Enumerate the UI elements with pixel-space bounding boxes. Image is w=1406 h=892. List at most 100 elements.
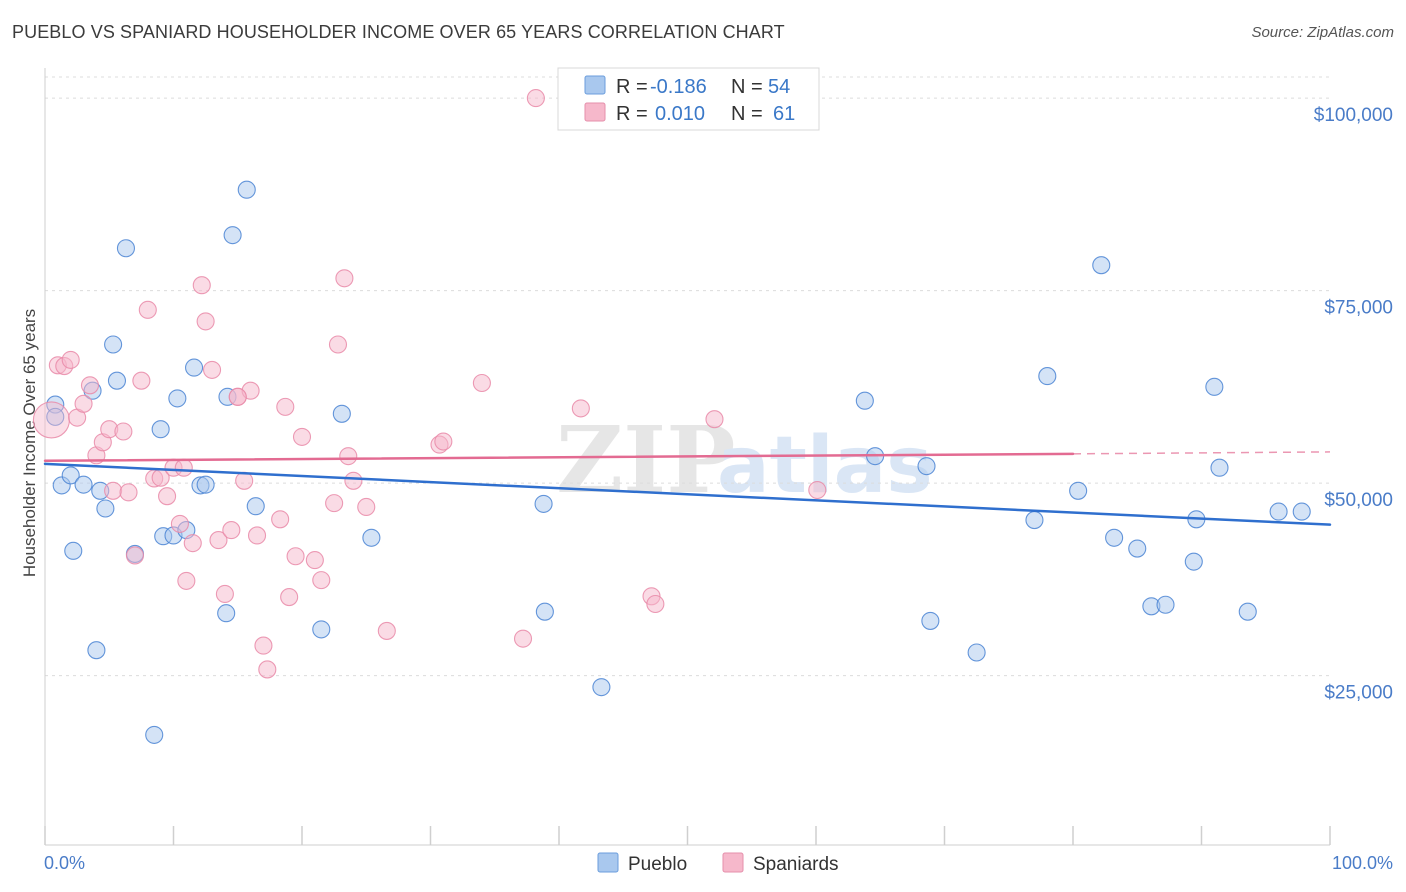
data-point-spaniards	[258, 660, 277, 679]
data-point-spaniards	[276, 397, 295, 416]
data-point-spaniards	[513, 629, 533, 648]
watermark-atlas: atlas	[717, 421, 933, 511]
data-point-pueblo	[1025, 511, 1044, 530]
data-point-pueblo	[185, 358, 204, 377]
data-point-spaniards	[61, 350, 80, 369]
data-point-spaniards	[292, 427, 312, 446]
legend-n-label-1: N =	[731, 76, 763, 98]
x-tick-labels: 0.0% 100.0%	[44, 853, 1393, 873]
series-legend: Pueblo Spaniards	[597, 852, 839, 875]
data-point-spaniards	[132, 371, 151, 390]
data-point-spaniards	[104, 481, 123, 500]
data-point-pueblo	[1210, 458, 1229, 477]
data-point-pueblo	[217, 604, 236, 623]
data-point-spaniards	[177, 571, 196, 590]
legend-r-value-spaniards: 0.010	[655, 103, 705, 125]
axes	[44, 68, 1331, 846]
data-point-spaniards	[328, 335, 348, 354]
series-spaniards-points	[32, 89, 827, 679]
data-point-spaniards	[571, 399, 590, 418]
data-point-spaniards	[174, 458, 193, 477]
data-point-spaniards	[312, 571, 331, 590]
data-point-spaniards	[646, 594, 665, 614]
data-point-pueblo	[64, 541, 83, 560]
data-point-pueblo	[1105, 528, 1124, 547]
y-tick-label: $25,000	[1324, 683, 1393, 704]
data-point-pueblo	[1128, 539, 1147, 558]
y-tick-labels: $25,000 $50,000 $75,000 $100,000	[1314, 105, 1393, 704]
data-point-spaniards	[209, 531, 228, 550]
data-point-pueblo	[917, 457, 936, 476]
data-point-spaniards	[235, 471, 254, 490]
gridlines	[45, 76, 1330, 677]
trend-lines	[43, 451, 1332, 526]
data-point-pueblo	[96, 499, 115, 518]
legend-n-value-spaniards: 61	[773, 103, 795, 125]
data-point-spaniards	[434, 432, 453, 451]
data-point-spaniards	[280, 588, 299, 607]
data-point-spaniards	[271, 510, 290, 529]
series-pueblo-points	[46, 180, 1311, 744]
legend-n-value-pueblo: 54	[768, 76, 790, 98]
trend-line-spaniards	[43, 452, 1075, 463]
source-credit: Source: ZipAtlas.com	[1251, 24, 1394, 41]
data-point-spaniards	[286, 547, 305, 566]
data-point-spaniards	[192, 276, 211, 295]
data-point-spaniards	[114, 422, 133, 441]
data-point-spaniards	[254, 636, 273, 655]
series-legend-swatch-pueblo	[597, 852, 619, 873]
data-point-pueblo	[592, 678, 611, 697]
data-point-pueblo	[104, 335, 123, 354]
data-point-spaniards	[170, 514, 189, 533]
data-point-spaniards	[325, 494, 344, 513]
data-point-pueblo	[535, 602, 554, 621]
data-point-pueblo	[967, 643, 986, 662]
data-point-spaniards	[339, 447, 358, 466]
data-point-spaniards	[247, 526, 267, 545]
data-point-spaniards	[183, 534, 202, 553]
data-point-pueblo	[1184, 552, 1203, 571]
data-point-pueblo	[46, 407, 65, 426]
series-legend-swatch-spaniards	[722, 852, 744, 873]
data-point-pueblo	[1238, 602, 1257, 621]
y-tick-label: $100,000	[1314, 105, 1393, 126]
data-point-spaniards	[196, 312, 215, 331]
data-point-pueblo	[855, 391, 874, 410]
data-point-pueblo	[246, 497, 265, 516]
data-point-spaniards	[80, 376, 100, 395]
x-tick-label-min: 0.0%	[44, 853, 85, 873]
trend-line-extension-spaniards	[1072, 451, 1331, 455]
chart-title: PUEBLO VS SPANIARD HOUSEHOLDER INCOME OV…	[12, 22, 785, 42]
data-point-spaniards	[526, 89, 545, 108]
data-point-spaniards	[222, 521, 241, 540]
data-point-pueblo	[151, 420, 170, 439]
y-axis-label: Householder Income Over 65 years	[20, 309, 39, 577]
data-point-pueblo	[1092, 256, 1111, 275]
legend-r-value-pueblo: -0.186	[650, 76, 707, 98]
data-point-spaniards	[125, 546, 144, 565]
data-point-pueblo	[332, 404, 351, 423]
data-point-pueblo	[237, 180, 256, 199]
stats-legend: R = -0.186 N = 54 R = 0.010 N = 61	[557, 67, 820, 131]
x-tick-label-max: 100.0%	[1332, 853, 1393, 873]
y-tick-label: $75,000	[1324, 298, 1393, 319]
data-point-pueblo	[74, 475, 93, 494]
data-point-pueblo	[1269, 502, 1288, 521]
series-legend-label-pueblo: Pueblo	[628, 854, 687, 875]
data-point-spaniards	[377, 621, 396, 640]
data-point-spaniards	[344, 471, 363, 490]
legend-swatch-pueblo	[584, 75, 606, 95]
legend-r-label-2: R =	[616, 103, 648, 125]
data-point-pueblo	[145, 725, 164, 744]
data-point-spaniards	[705, 410, 724, 429]
data-point-spaniards	[119, 483, 138, 502]
series-legend-label-spaniards: Spaniards	[753, 854, 839, 875]
legend-n-label-2: N =	[731, 103, 763, 125]
data-point-pueblo	[534, 494, 553, 513]
data-point-spaniards	[305, 551, 324, 570]
trend-line-pueblo	[43, 462, 1332, 526]
data-point-spaniards	[335, 269, 354, 288]
data-point-pueblo	[116, 239, 136, 258]
data-point-pueblo	[87, 641, 106, 660]
